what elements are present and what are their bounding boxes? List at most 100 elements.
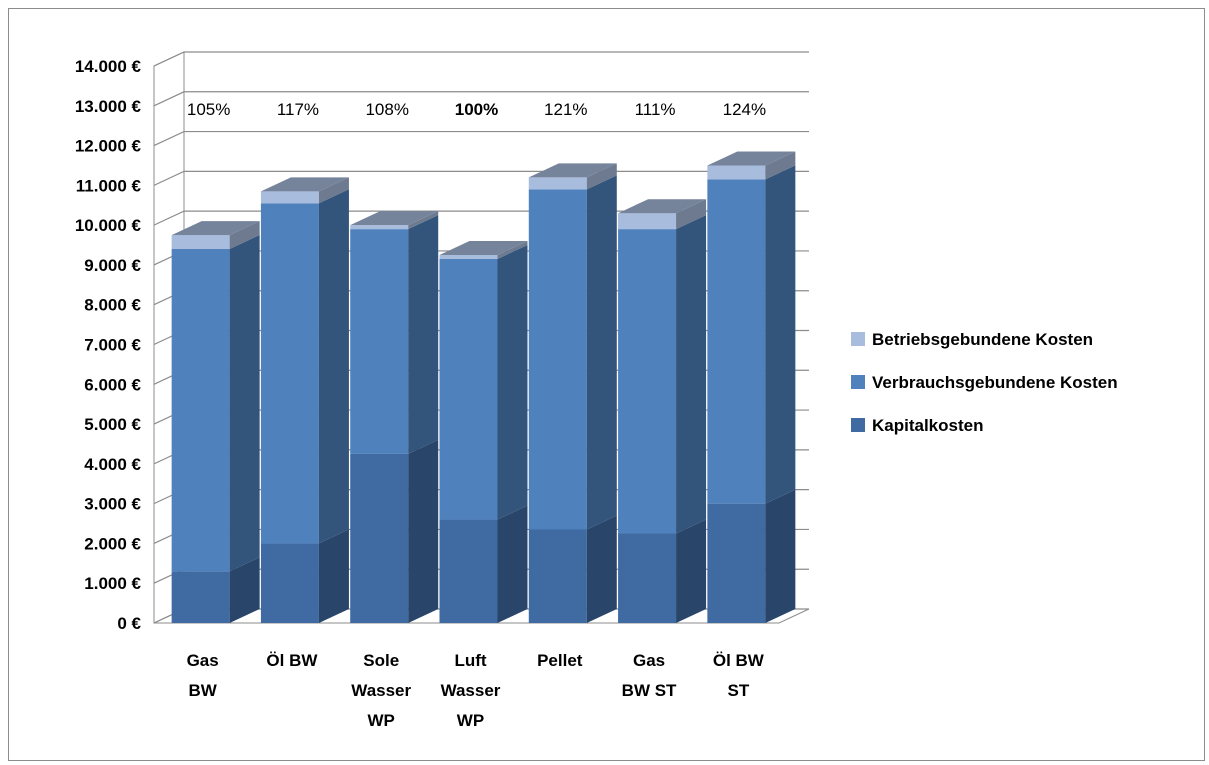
bar-segment (707, 151, 796, 180)
bar-side (497, 505, 528, 623)
bar-segment (618, 199, 707, 230)
y-tick-label: 2.000 € (84, 534, 141, 553)
legend: Betriebsgebundene Kosten Verbrauchsgebund… (851, 330, 1118, 435)
bar-front (618, 533, 677, 623)
stacked-bar-chart: 0 € 1.000 € 2.000 € 3.000 € 4.000 € 5.000 € 6.… (75, 51, 1118, 730)
bar-side (497, 244, 528, 520)
bar-side (408, 211, 439, 230)
bar-segment (260, 189, 349, 544)
bar-segment (528, 175, 617, 530)
bar-side (408, 439, 439, 623)
bar-segment (439, 505, 528, 623)
x-tick-label: Luft Wasser WP (441, 651, 501, 730)
annotation-label: 105% (187, 100, 230, 119)
bar-segment (618, 519, 707, 623)
bar-front (707, 503, 766, 623)
legend-swatch (851, 375, 865, 389)
legend-item: Verbrauchsgebundene Kosten (851, 373, 1118, 392)
bar-front (350, 453, 409, 623)
bar-front (618, 229, 677, 534)
y-tick-label: 0 € (117, 614, 141, 633)
bar-side (586, 515, 617, 623)
bar-segment (350, 215, 439, 454)
bar-front (528, 189, 587, 530)
bar-top (171, 221, 260, 236)
y-tick-label: 11.000 € (76, 176, 142, 195)
bar-front (260, 203, 319, 544)
gridline (153, 91, 809, 107)
bar-top (707, 151, 796, 166)
bar-side (676, 215, 707, 534)
bar-top (528, 163, 617, 178)
legend-label: Kapitalkosten (872, 416, 983, 435)
bar-side (765, 489, 796, 623)
bar-front (439, 258, 498, 520)
bar-segment (618, 215, 707, 534)
bar-side (229, 221, 260, 250)
y-tick-label: 3.000 € (84, 495, 141, 514)
bar-side (318, 189, 349, 544)
legend-item: Kapitalkosten (851, 416, 983, 435)
bar-front (618, 213, 677, 230)
bar-front (707, 165, 766, 180)
annotation-label: 111% (635, 100, 676, 119)
bar-segment (707, 489, 796, 623)
bar-side (408, 215, 439, 454)
annotation-label: 117% (277, 100, 319, 119)
x-tick-label: Sole Wasser WP (351, 651, 411, 730)
x-axis-ticks: Gas BW Öl BW Sole Wasser WP Luft Wasser WP Pellet… (187, 651, 765, 730)
bar-segment (171, 557, 260, 623)
bar-front (260, 191, 319, 204)
legend-swatch (851, 418, 865, 432)
bar-front (528, 177, 587, 190)
bar-front (439, 519, 498, 623)
bar-top (618, 199, 707, 214)
y-tick-label: 7.000 € (84, 336, 141, 355)
y-axis-ticks: 0 € 1.000 € 2.000 € 3.000 € 4.000 € 5.000 € 6.… (75, 57, 142, 633)
bar-side (586, 175, 617, 530)
bar-side (676, 199, 707, 230)
bar-front (171, 571, 230, 623)
legend-swatch (851, 332, 865, 346)
gridline (153, 51, 809, 67)
y-tick-label: 14.000 € (75, 57, 142, 76)
bar-segment (439, 244, 528, 520)
bar-segment (260, 529, 349, 623)
legend-item: Betriebsgebundene Kosten (851, 330, 1093, 349)
bar-top (439, 240, 528, 255)
bar-segment (439, 240, 528, 259)
bar-top (350, 211, 439, 226)
annotation-label: 124% (723, 100, 766, 119)
bar-segment (171, 221, 260, 250)
bar-front (350, 229, 409, 454)
x-tick-label: Öl BW ST (713, 651, 765, 700)
annotation-label: 121% (544, 100, 587, 119)
bar-segment (350, 439, 439, 623)
bar-segment (528, 515, 617, 623)
legend-label: Verbrauchsgebundene Kosten (872, 373, 1118, 392)
x-tick-label: Öl BW (266, 651, 318, 670)
bar-top (260, 177, 349, 192)
gridline (153, 130, 809, 147)
bar-front (260, 543, 319, 623)
bar-side (497, 240, 528, 259)
bar-front (171, 249, 230, 572)
bar-front (171, 235, 230, 250)
y-tick-label: 5.000 € (84, 415, 141, 434)
bar-segment (707, 165, 796, 504)
bar-side (229, 235, 260, 572)
annotation-label: 100% (455, 100, 498, 119)
bar-segment (528, 163, 617, 190)
bar-segment (171, 235, 260, 572)
y-tick-label: 4.000 € (84, 455, 141, 474)
bar-side (318, 529, 349, 623)
bar-side (765, 165, 796, 504)
bars (171, 151, 796, 623)
x-tick-label: Pellet (537, 651, 583, 670)
bar-side (676, 519, 707, 623)
bar-front (707, 179, 766, 504)
y-tick-label: 6.000 € (84, 375, 141, 394)
bar-side (765, 151, 796, 180)
y-tick-label: 8.000 € (84, 296, 141, 315)
y-tick-label: 13.000 € (75, 97, 142, 116)
